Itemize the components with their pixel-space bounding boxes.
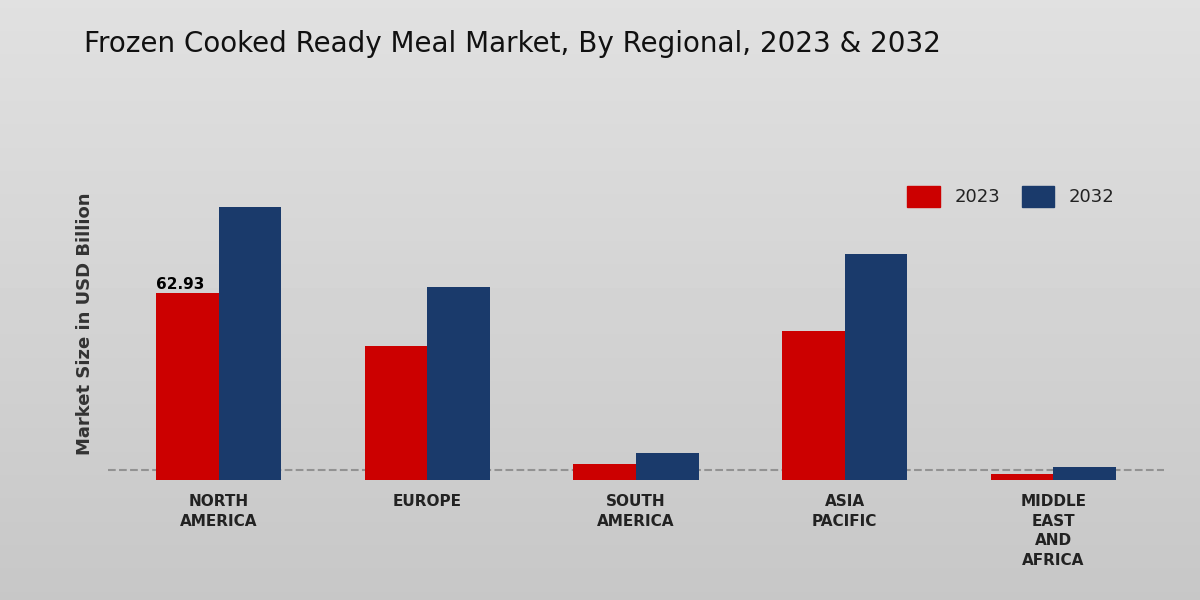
Bar xyxy=(636,453,698,480)
Bar xyxy=(574,464,636,480)
Text: Frozen Cooked Ready Meal Market, By Regional, 2023 & 2032: Frozen Cooked Ready Meal Market, By Regi… xyxy=(84,30,941,58)
Bar xyxy=(427,287,490,480)
Bar xyxy=(156,293,218,480)
Bar xyxy=(782,331,845,480)
Bar xyxy=(218,206,281,480)
Bar xyxy=(991,474,1054,480)
Legend: 2023, 2032: 2023, 2032 xyxy=(898,177,1123,216)
Bar xyxy=(365,346,427,480)
Bar xyxy=(845,254,907,480)
Text: 62.93: 62.93 xyxy=(156,277,204,292)
Y-axis label: Market Size in USD Billion: Market Size in USD Billion xyxy=(76,193,94,455)
Bar xyxy=(1054,467,1116,480)
